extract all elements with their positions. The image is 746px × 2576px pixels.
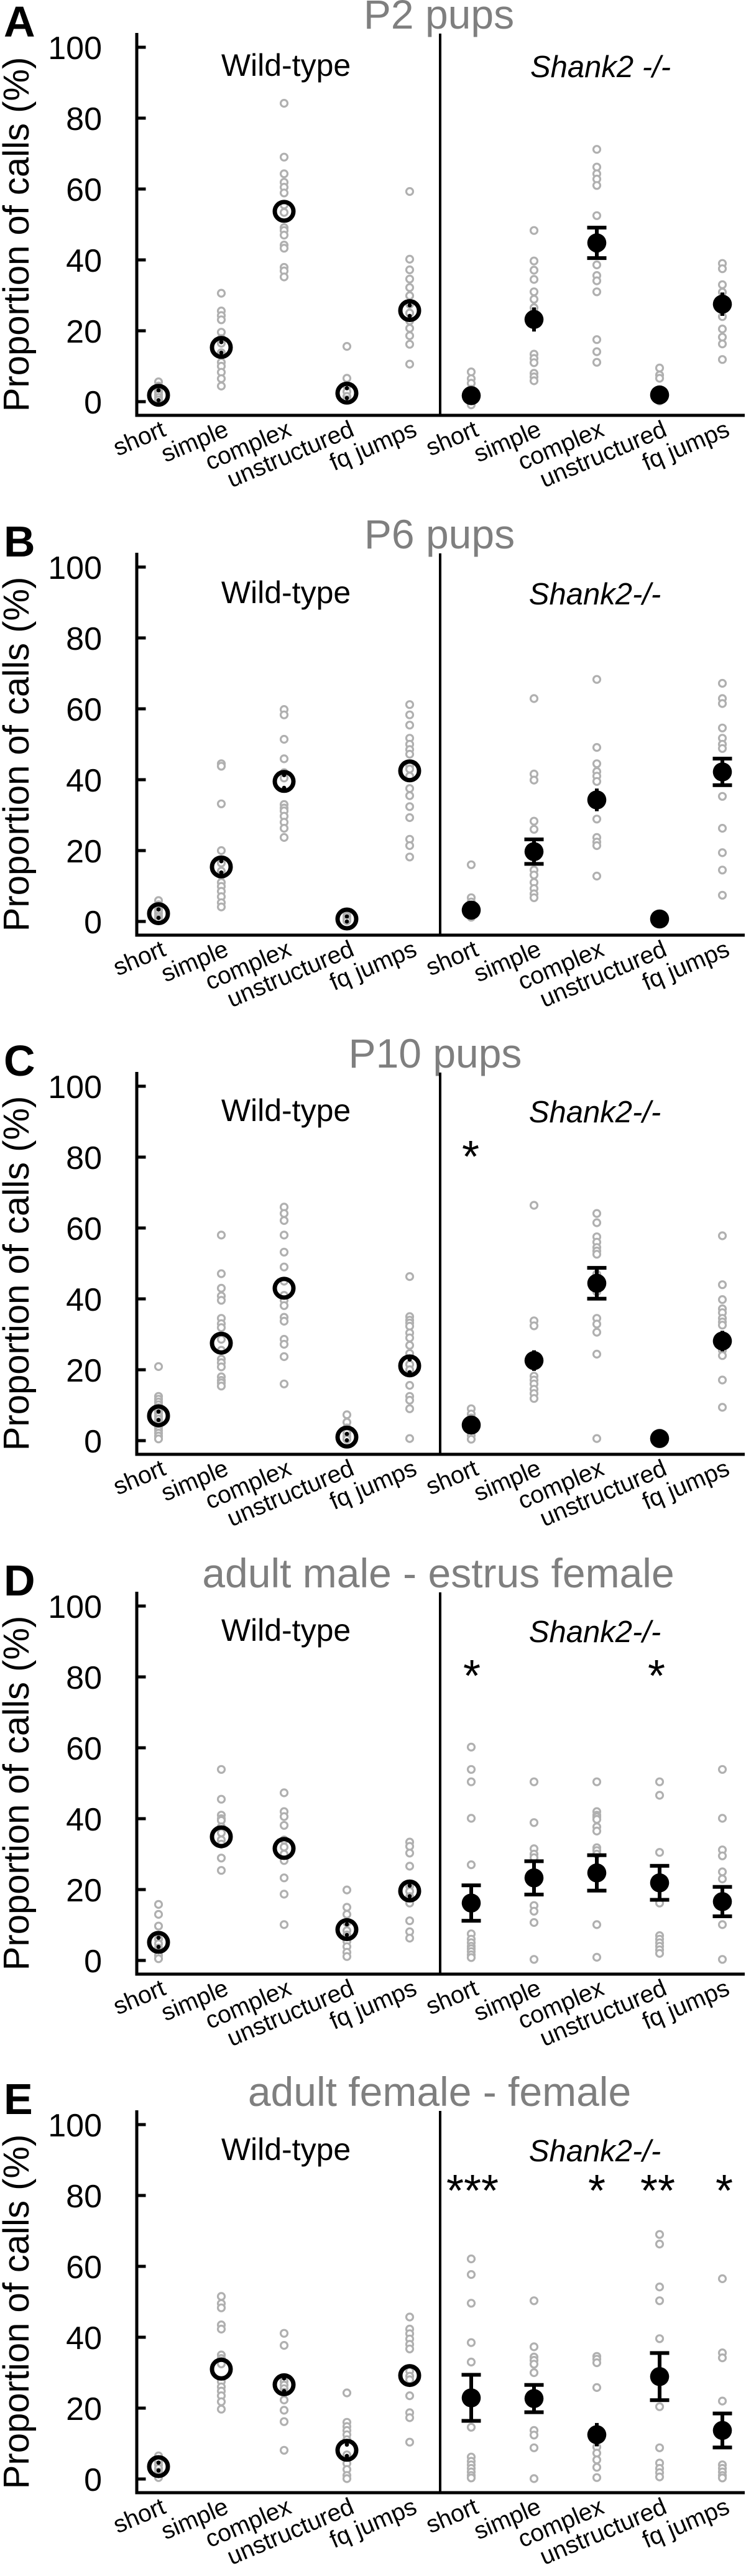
svg-text:80: 80 [66, 101, 102, 137]
svg-text:100: 100 [48, 2108, 102, 2144]
svg-text:adult male - estrus female: adult male - estrus female [202, 1550, 674, 1596]
svg-text:100: 100 [48, 30, 102, 67]
svg-text:0: 0 [84, 1944, 102, 1980]
svg-text:60: 60 [66, 2250, 102, 2286]
svg-text:Proportion of calls (%): Proportion of calls (%) [0, 57, 37, 412]
svg-text:Proportion of calls (%): Proportion of calls (%) [0, 2135, 37, 2490]
svg-text:Wild-type: Wild-type [221, 1613, 351, 1648]
svg-text:60: 60 [66, 1211, 102, 1247]
svg-text:0: 0 [84, 2462, 102, 2498]
svg-text:40: 40 [66, 763, 102, 799]
svg-text:A: A [4, 0, 35, 46]
svg-text:*: * [588, 2166, 606, 2216]
svg-text:20: 20 [66, 1873, 102, 1909]
svg-text:Shank2-/-: Shank2-/- [529, 1615, 661, 1649]
svg-text:D: D [4, 1556, 35, 1605]
svg-text:Wild-type: Wild-type [221, 1093, 351, 1128]
svg-text:60: 60 [66, 692, 102, 728]
svg-text:*: * [716, 2166, 733, 2216]
svg-text:**: ** [640, 2166, 675, 2216]
svg-text:20: 20 [66, 2391, 102, 2427]
svg-text:40: 40 [66, 2320, 102, 2357]
svg-text:Shank2-/-: Shank2-/- [529, 578, 661, 611]
svg-text:*: * [463, 1651, 481, 1701]
svg-text:100: 100 [48, 1069, 102, 1106]
svg-text:40: 40 [66, 243, 102, 279]
svg-text:***: *** [446, 2166, 499, 2216]
svg-text:C: C [4, 1036, 35, 1085]
svg-text:Shank2-/-: Shank2-/- [529, 1096, 661, 1129]
svg-text:Wild-type: Wild-type [221, 575, 351, 610]
svg-text:0: 0 [84, 385, 102, 421]
svg-text:E: E [4, 2075, 33, 2123]
svg-text:Wild-type: Wild-type [221, 2132, 351, 2167]
svg-text:P10 pups: P10 pups [349, 1030, 522, 1076]
svg-text:P2 pups: P2 pups [364, 0, 514, 37]
svg-text:0: 0 [84, 905, 102, 941]
svg-text:100: 100 [48, 550, 102, 586]
svg-text:Shank2 -/-: Shank2 -/- [530, 50, 671, 84]
svg-text:Wild-type: Wild-type [221, 48, 351, 83]
svg-text:40: 40 [66, 1802, 102, 1838]
svg-text:60: 60 [66, 1731, 102, 1767]
svg-text:Proportion of calls (%): Proportion of calls (%) [0, 577, 37, 932]
svg-text:B: B [4, 517, 35, 566]
svg-text:P6 pups: P6 pups [364, 511, 515, 557]
svg-text:20: 20 [66, 834, 102, 870]
svg-text:adult female - female: adult female - female [248, 2069, 631, 2115]
svg-text:80: 80 [66, 1660, 102, 1696]
svg-text:20: 20 [66, 314, 102, 350]
svg-text:*: * [462, 1132, 479, 1182]
svg-text:20: 20 [66, 1353, 102, 1389]
svg-text:*: * [648, 1651, 665, 1701]
svg-text:Proportion of calls (%): Proportion of calls (%) [0, 1096, 37, 1451]
svg-text:Proportion of calls (%): Proportion of calls (%) [0, 1616, 37, 1971]
svg-text:100: 100 [48, 1589, 102, 1625]
svg-text:80: 80 [66, 2179, 102, 2215]
svg-text:60: 60 [66, 172, 102, 208]
svg-text:40: 40 [66, 1282, 102, 1318]
svg-text:80: 80 [66, 1140, 102, 1176]
svg-text:Shank2-/-: Shank2-/- [529, 2135, 661, 2168]
svg-text:80: 80 [66, 621, 102, 657]
svg-text:0: 0 [84, 1424, 102, 1460]
